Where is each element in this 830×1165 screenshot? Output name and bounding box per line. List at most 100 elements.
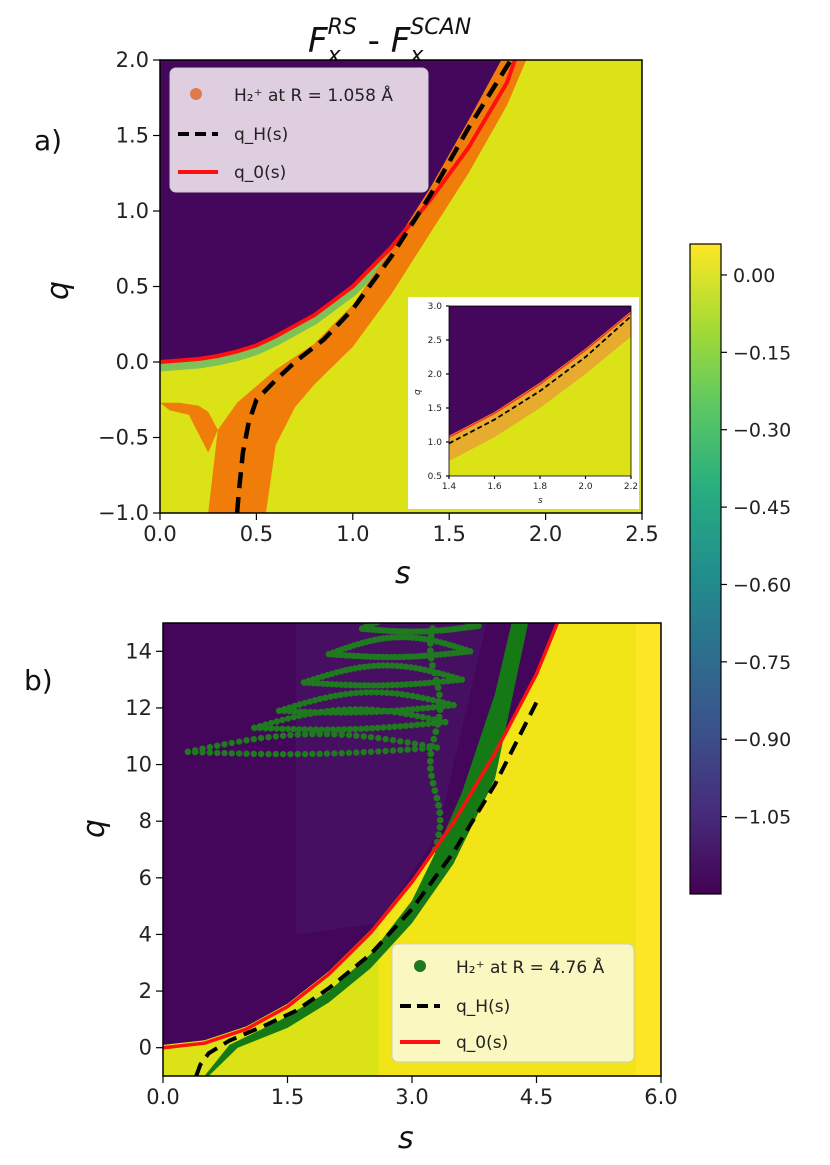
scatter-point-b-0-10 [257,734,265,742]
scatter-point-b-stem-20 [436,698,444,706]
scatter-point-b-3-19 [389,662,396,669]
scatter-point-b-5-9 [390,613,396,619]
scatter-point-b-3-lo-15 [370,682,377,689]
line-q0-b [163,623,559,1050]
scatter-point-b-5-18 [421,609,427,615]
scatter-point-b-5-20 [427,609,433,615]
scatter-point-b-stem-24 [431,669,438,677]
scatter-point-b-0-22 [345,731,353,739]
b-ytick-label-2: 4 [139,922,152,946]
scatter-point-b-3-lo-27 [426,679,433,686]
scatter-point-b-1-lo-13 [324,726,331,733]
scatter-point-b-1-lo-16 [340,726,348,733]
line-qH-a [234,60,513,513]
scatter-point-b-stem-9 [429,779,437,787]
scatter-point-b-0-lo-30 [404,746,411,753]
scatter-point-b-1-31 [425,715,432,722]
scatter-point-b-1-lo-31 [425,720,432,727]
scatter-point-b-stem-19 [436,706,444,713]
scatter-point-b-2-20 [378,689,385,696]
scatter-point-b-2-30 [429,696,437,704]
scatter-point-b-0-lo-17 [309,750,316,758]
scatter-point-b-2-lo-11 [332,709,339,716]
scatter-point-b-1-lo-22 [374,724,381,732]
scatter-point-b-2-lo-26 [409,706,416,713]
line-qH-b [194,701,539,1076]
y-axis-b: 0 2 4 6 8 10 12 14 [125,639,163,1060]
scatter-point-b-2-21 [383,689,391,696]
scatter-point-b-0-lo-13 [279,751,287,758]
scatter-point-b-5-7 [383,616,389,622]
scatter-point-b-5-23 [438,610,444,616]
scatter-point-b-1-lo-1 [256,724,264,732]
scatter-point-b-2-11 [332,692,339,699]
scatter-point-b-2-lo-2 [286,708,293,715]
scatter-point-b-3-lo-10 [347,681,354,689]
scatter-point-b-5-24 [441,611,447,617]
scatter-point-b-2-lo-1 [281,707,288,715]
scatter-point-b-0-lo-21 [338,750,345,757]
b-ytick-label-5: 10 [125,753,152,777]
scatter-point-b-1-30 [419,713,426,721]
scatter-point-b-1-lo-3 [267,725,275,732]
inset-xtick-label-0: 1.4 [442,482,457,492]
b-ytick-label-3: 6 [139,866,152,890]
scatter-point-b-1-lo-30 [419,721,426,728]
y-axis-label-b: q [77,819,112,838]
colorbar-tick-label-7: −1.05 [733,807,791,829]
scatter-point-b-5-21 [431,609,437,615]
scatter-point-b-5-25 [444,612,450,618]
scatter-point-b-0-lo-1 [192,748,199,756]
scatter-point-b-3-18 [384,662,391,669]
scatter-point-b-stem-28 [427,640,434,647]
a-ytick-label-6: 2.0 [116,48,149,72]
scatter-point-b-1-3 [267,719,275,727]
scatter-point-b-stem-3 [436,824,444,831]
scatter-point-b-0-lo-9 [250,750,257,757]
scatter-point-b-2-lo-27 [414,705,421,712]
a-xtick-label-1: 0.5 [240,522,273,546]
inset-scatter-band [449,311,631,461]
scatter-point-b-1-lo-2 [262,725,269,732]
scatter-point-b-3-lo-34 [458,676,465,683]
scatter-point-b-2-lo-20 [378,708,385,715]
scatter-point-b-3-lo-12 [356,682,363,689]
b-ytick-label-4: 8 [139,809,152,833]
scatter-point-b-0-29 [397,738,404,745]
scatter-point-b-5-15 [410,609,416,615]
scatter-point-b-2-13 [342,690,349,698]
heatmap-b-bright-strip-2 [636,623,661,1076]
a-xtick-label-5: 2.5 [625,522,658,546]
scatter-point-b-5-8 [386,614,392,620]
scatter-point-b-2-lo-8 [317,709,324,716]
scatter-point-b-2-22 [388,690,396,697]
y-axis-a: −1.0 −0.5 0.0 0.5 1.0 1.5 2.0 [98,48,160,525]
colorbar-tick-label-6: −0.90 [733,729,791,751]
scatter-point-b-2-12 [337,691,344,698]
a-ytick-label-0: −1.0 [98,501,149,525]
scatter-point-b-1-lo-17 [346,726,353,733]
inset-y-axis: 0.5 1.0 1.5 2.0 2.5 3.0 [428,302,449,482]
scatter-fingers-b [184,609,482,853]
scatter-point-b-5-27 [451,614,457,620]
colorbar: 0.00 −0.15 −0.30 −0.45 −0.60 −0.75 −0.90 −1.05 [689,243,791,895]
scatter-point-b-5-26 [448,613,454,619]
scatter-point-b-2-lo-23 [393,707,401,714]
scatter-point-b-3-lo-2 [310,679,317,687]
scatter-point-b-5-17 [417,609,423,615]
scatter-point-b-2-16 [358,689,365,696]
scatter-point-b-2-lo-0 [276,707,283,714]
scatter-point-b-5-13 [403,610,409,616]
colorbar-tick-label-0: 0.00 [733,265,775,287]
scatter-point-b-0-lo-15 [294,750,301,758]
scatter-point-b-2-lo-10 [327,709,334,716]
inset-ytick-label-3: 2.0 [428,370,443,380]
scatter-point-b-3-lo-9 [342,681,349,688]
a-xtick-label-2: 1.0 [336,522,369,546]
scatter-point-b-1-lo-18 [352,725,359,733]
scatter-point-b-0-lo-0 [184,748,192,755]
scatter-point-b-2-lo-19 [373,708,380,715]
inset-ytick-label-0: 0.5 [428,472,442,482]
scatter-point-b-stem-15 [430,735,438,743]
